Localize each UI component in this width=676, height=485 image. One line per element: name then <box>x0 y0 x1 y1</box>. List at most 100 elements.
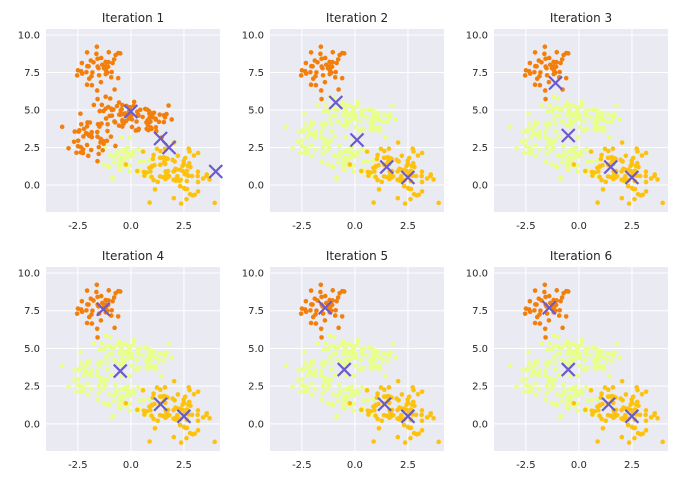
data-point <box>588 353 593 358</box>
data-point <box>157 112 163 117</box>
data-point <box>542 368 548 373</box>
data-point <box>555 153 560 159</box>
data-point <box>327 332 332 338</box>
data-point <box>586 107 591 113</box>
data-point <box>393 117 399 122</box>
data-point <box>639 153 645 158</box>
data-point <box>319 96 324 102</box>
data-point <box>543 64 548 69</box>
data-point <box>365 159 371 164</box>
data-point <box>574 408 580 413</box>
data-point <box>320 151 326 157</box>
data-point <box>339 75 345 81</box>
data-point <box>135 146 141 152</box>
y-tick-label: 7.5 <box>472 68 488 79</box>
y-tick-label: 5.0 <box>24 344 40 355</box>
data-point <box>637 412 643 418</box>
data-point <box>643 189 649 194</box>
data-point <box>602 128 607 134</box>
data-point <box>634 160 640 166</box>
data-point <box>318 289 323 295</box>
data-point <box>428 172 434 177</box>
data-point <box>564 100 570 105</box>
data-point <box>361 159 366 165</box>
x-tick-label: 0.0 <box>347 221 363 232</box>
data-point <box>601 117 606 122</box>
data-point <box>343 387 348 392</box>
data-point <box>147 165 152 171</box>
data-point <box>371 404 376 409</box>
data-point <box>181 424 187 430</box>
data-point <box>572 154 577 160</box>
data-point <box>108 75 114 80</box>
data-point <box>152 425 158 431</box>
data-point <box>621 178 626 183</box>
data-point <box>141 159 147 164</box>
data-point <box>635 149 640 154</box>
data-point <box>81 365 87 370</box>
data-point <box>414 432 419 437</box>
data-point <box>177 422 183 428</box>
data-point <box>283 363 289 368</box>
data-point <box>155 418 161 424</box>
data-point <box>543 158 548 164</box>
data-point <box>366 173 371 179</box>
centroid-stroke <box>541 300 557 315</box>
data-point <box>178 440 184 445</box>
data-point <box>625 406 631 411</box>
data-point <box>609 358 615 363</box>
data-point <box>619 195 625 201</box>
data-point <box>318 368 324 373</box>
data-point <box>146 158 152 163</box>
data-point <box>134 407 140 413</box>
data-point <box>594 158 600 163</box>
centroid-stroke <box>624 409 640 424</box>
data-point <box>355 103 360 109</box>
data-point <box>195 173 200 179</box>
centroid-stroke <box>379 159 394 175</box>
data-point <box>378 367 383 372</box>
data-point <box>567 373 573 379</box>
data-point <box>588 149 594 154</box>
data-point <box>84 142 90 148</box>
subplot-title: Iteration 2 <box>326 11 388 25</box>
data-point <box>95 56 100 62</box>
data-point <box>91 341 97 346</box>
data-point <box>308 124 314 129</box>
subplot-4: -2.5 0.0 2.5 0.0 2.5 5.0 7.5 10.0 Iteration 4 <box>18 249 220 471</box>
data-point <box>337 382 342 387</box>
subplot-1: -2.5 0.0 2.5 0.0 2.5 5.0 7.5 10.0 Iteration 1 <box>18 11 224 232</box>
data-point <box>567 148 572 154</box>
data-point <box>405 158 410 164</box>
data-point <box>331 392 336 397</box>
data-point <box>331 153 336 159</box>
data-point <box>355 342 360 347</box>
data-point <box>643 408 649 413</box>
data-point <box>568 341 573 346</box>
data-point <box>96 383 102 389</box>
data-point <box>309 358 314 364</box>
data-point <box>528 147 534 152</box>
data-point <box>335 392 340 398</box>
data-point <box>162 114 168 120</box>
data-point <box>138 107 143 113</box>
data-point <box>390 103 395 108</box>
data-point <box>114 150 120 155</box>
data-point <box>326 383 332 389</box>
data-point <box>350 389 355 395</box>
data-point <box>162 353 168 359</box>
data-point <box>78 360 84 366</box>
centroid-stroke <box>624 170 640 185</box>
data-point <box>553 128 558 134</box>
data-point <box>79 60 85 66</box>
data-point <box>365 408 371 413</box>
data-point <box>610 114 616 120</box>
subplot-2: -2.5 0.0 2.5 0.0 2.5 5.0 7.5 10.0 Iteration 2 <box>242 11 444 232</box>
centroid-marker <box>153 396 168 412</box>
data-point <box>323 121 328 126</box>
data-point <box>124 393 129 399</box>
data-point <box>548 400 554 406</box>
data-point <box>212 439 217 445</box>
data-point <box>204 410 210 416</box>
data-point <box>302 360 308 366</box>
